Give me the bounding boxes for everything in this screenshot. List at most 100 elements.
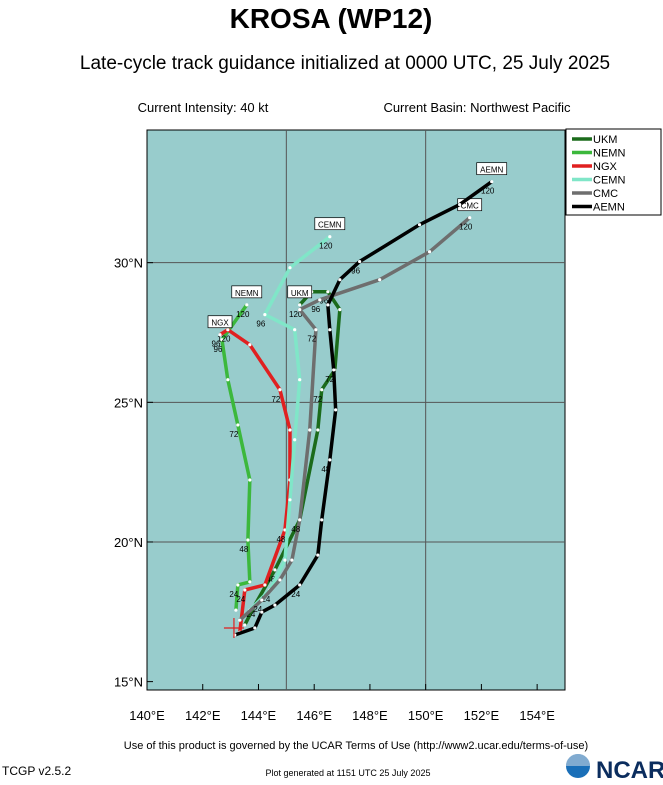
end-label: UKM [291, 289, 309, 298]
hour-label: 72 [325, 375, 334, 384]
legend-label: UKM [593, 134, 617, 146]
track-point [320, 518, 324, 522]
track-point [318, 298, 322, 302]
hour-label: 24 [229, 590, 238, 599]
track-point [314, 328, 318, 332]
hour-label: 96 [212, 340, 221, 349]
track-point [427, 250, 432, 254]
end-label: CMC [461, 202, 479, 211]
track-point [298, 307, 302, 312]
track-point [226, 378, 230, 382]
track-point [273, 603, 277, 607]
track-point [243, 623, 247, 627]
end-label-box [287, 285, 313, 299]
y-tick-label: 30°N [114, 256, 143, 271]
legend-box [565, 128, 662, 216]
hour-label: 96 [319, 297, 328, 306]
hour-label: 96 [311, 305, 320, 314]
x-tick-label: 142°E [185, 708, 221, 723]
track-point [245, 303, 249, 307]
track-point [328, 458, 332, 462]
track-point [468, 216, 472, 220]
track-point [334, 408, 338, 412]
track-point [328, 235, 332, 239]
track-point [288, 498, 292, 502]
hour-label: 72 [313, 395, 322, 404]
legend-label: AEMN [593, 202, 625, 214]
hour-label: 120 [236, 310, 250, 319]
track-point [236, 423, 240, 427]
info-right: Current Basin: Northwest Pacific [383, 100, 571, 115]
end-label: AEMN [480, 166, 503, 175]
track [219, 327, 292, 633]
hour-label: 48 [239, 545, 248, 554]
end-label-box [476, 162, 508, 176]
hour-label: 72 [307, 335, 316, 344]
hour-label: 120 [289, 310, 303, 319]
hour-label: 96 [214, 345, 223, 354]
track-point [253, 626, 257, 630]
track-point [246, 538, 250, 542]
track-point [283, 558, 287, 562]
hour-label: 24 [246, 610, 255, 619]
hour-label: 72 [229, 430, 238, 439]
track-point [278, 388, 282, 392]
track-point [236, 583, 240, 587]
hour-label: 120 [319, 242, 333, 251]
track-point [293, 328, 297, 332]
track-point [263, 313, 267, 317]
track-point [234, 608, 238, 612]
track-point [332, 368, 336, 372]
x-tick-label: 146°E [296, 708, 332, 723]
track-point [218, 333, 222, 337]
legend-label: NEMN [593, 148, 625, 160]
track-point [320, 388, 324, 392]
hour-label: 96 [351, 267, 360, 276]
track-point [358, 259, 362, 264]
logo-icon [566, 754, 590, 778]
track-point [298, 518, 302, 522]
hour-label: 48 [321, 465, 330, 474]
end-label-box [314, 217, 346, 231]
track-point [278, 578, 282, 582]
subtitle: Late-cycle track guidance initialized at… [80, 53, 610, 74]
track [238, 216, 471, 622]
chart-title: KROSA (WP12) [230, 3, 433, 34]
track-point [226, 328, 230, 332]
track-point [316, 553, 320, 557]
track-point [417, 223, 422, 227]
track-point [288, 266, 292, 270]
hour-label: 48 [291, 525, 300, 534]
x-tick-label: 144°E [241, 708, 277, 723]
track-point [260, 610, 264, 614]
logo: NCAR [596, 757, 663, 780]
end-label-box [207, 315, 233, 329]
track-point [326, 303, 330, 307]
terms: Use of this product is governed by the U… [124, 740, 588, 752]
end-label: NEMN [235, 289, 259, 298]
track-point [298, 583, 302, 587]
hour-label: 24 [236, 595, 245, 604]
track-point [338, 307, 342, 312]
hour-label: 96 [256, 320, 265, 329]
hour-label: 120 [481, 187, 495, 196]
hour-label: 120 [459, 223, 473, 232]
info-left: Current Intensity: 40 kt [138, 100, 269, 115]
track-point [328, 328, 332, 332]
y-tick-label: 20°N [114, 535, 143, 550]
track-point [378, 278, 382, 282]
legend-label: CMC [593, 188, 618, 200]
x-tick-label: 148°E [352, 708, 388, 723]
track-point [248, 478, 252, 482]
track-point [293, 438, 297, 442]
hour-label: 72 [271, 395, 280, 404]
x-tick-label: 140°E [129, 708, 165, 723]
hour-label: 48 [266, 575, 275, 584]
map-background [146, 129, 566, 691]
legend-label: CEMN [593, 175, 625, 187]
legend-label: NGX [593, 161, 618, 173]
end-label: CEMN [318, 221, 342, 230]
x-tick-label: 150°E [408, 708, 444, 723]
track-point [273, 568, 277, 572]
